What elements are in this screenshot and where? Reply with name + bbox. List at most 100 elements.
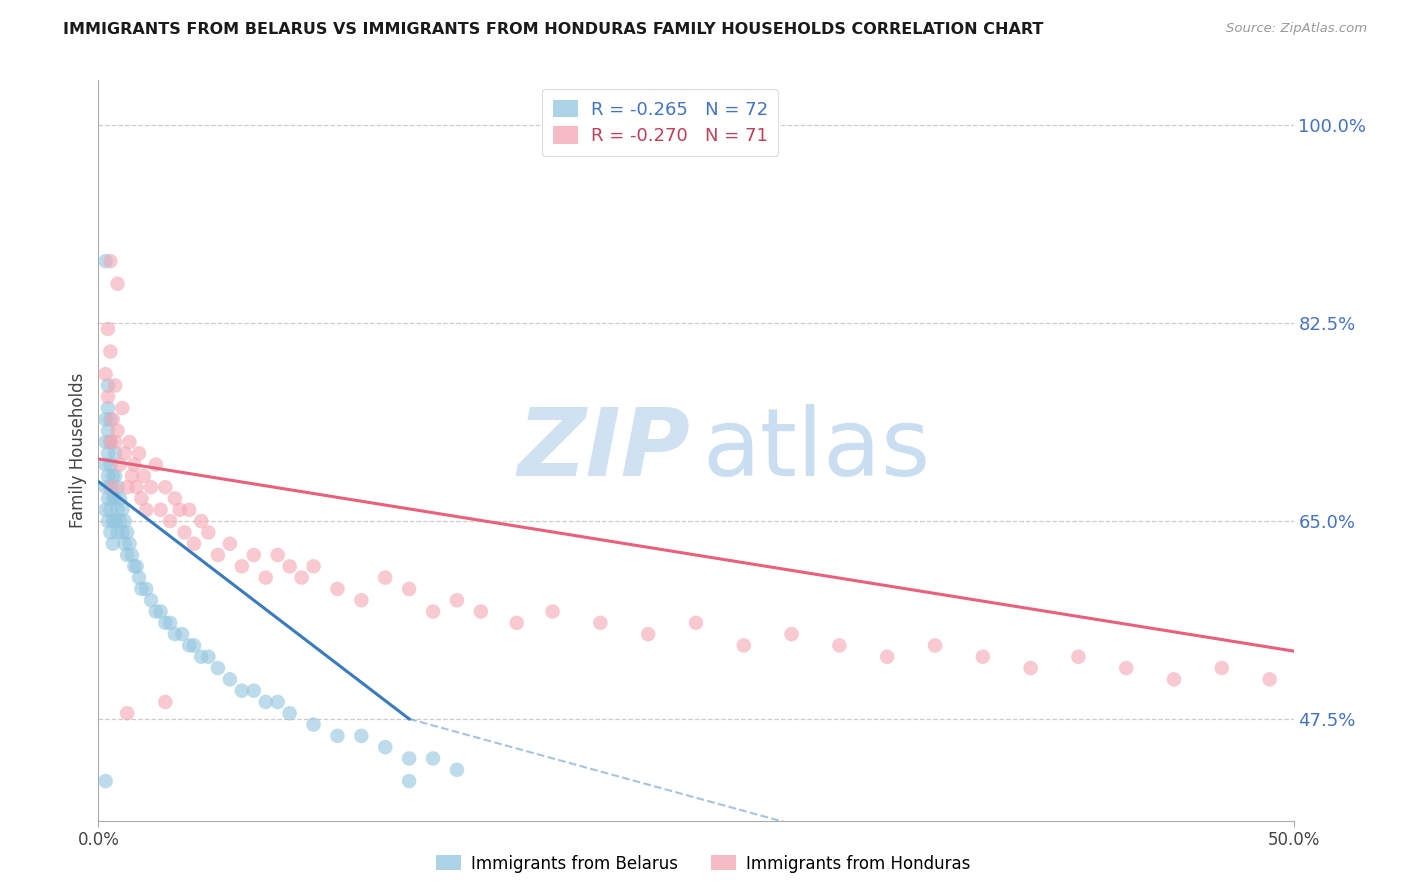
Point — [114, 514, 136, 528]
Point — [1019, 661, 1042, 675]
Point — [107, 424, 129, 438]
Point — [139, 593, 162, 607]
Point — [172, 627, 194, 641]
Point — [111, 401, 134, 415]
Point — [267, 695, 290, 709]
Point — [115, 525, 138, 540]
Point — [197, 649, 219, 664]
Point — [131, 582, 153, 596]
Point — [98, 480, 122, 494]
Point — [149, 605, 172, 619]
Point — [125, 559, 148, 574]
Point — [104, 434, 127, 449]
Point — [101, 514, 124, 528]
Point — [243, 683, 266, 698]
Point — [267, 548, 290, 562]
Point — [111, 503, 134, 517]
Point — [108, 514, 131, 528]
Point — [780, 627, 803, 641]
Point — [107, 525, 129, 540]
Point — [104, 514, 127, 528]
Point — [98, 458, 122, 472]
Point — [97, 514, 120, 528]
Point — [446, 763, 468, 777]
Point — [115, 480, 138, 494]
Point — [115, 548, 138, 562]
Point — [179, 503, 201, 517]
Point — [374, 571, 396, 585]
Point — [107, 503, 129, 517]
Point — [98, 412, 122, 426]
Point — [98, 434, 122, 449]
Point — [398, 582, 420, 596]
Point — [155, 695, 177, 709]
Point — [972, 649, 994, 664]
Point — [101, 491, 124, 506]
Point — [155, 480, 177, 494]
Point — [104, 491, 127, 506]
Point — [132, 469, 155, 483]
Point — [98, 525, 122, 540]
Point — [169, 503, 191, 517]
Point — [97, 446, 120, 460]
Point — [231, 559, 253, 574]
Point — [94, 774, 117, 789]
Point — [145, 458, 167, 472]
Point — [589, 615, 612, 630]
Point — [207, 548, 229, 562]
Point — [115, 706, 138, 721]
Point — [159, 514, 181, 528]
Point — [219, 537, 242, 551]
Point — [101, 469, 124, 483]
Point — [108, 491, 131, 506]
Point — [98, 503, 122, 517]
Point — [128, 571, 150, 585]
Point — [135, 503, 157, 517]
Point — [139, 480, 162, 494]
Point — [163, 627, 186, 641]
Y-axis label: Family Households: Family Households — [69, 373, 87, 528]
Point — [876, 649, 898, 664]
Point — [155, 615, 177, 630]
Point — [104, 446, 127, 460]
Point — [98, 344, 122, 359]
Point — [97, 469, 120, 483]
Point — [125, 480, 148, 494]
Point — [398, 751, 420, 765]
Text: ZIP: ZIP — [517, 404, 690, 497]
Text: atlas: atlas — [702, 404, 931, 497]
Point — [541, 605, 564, 619]
Legend: Immigrants from Belarus, Immigrants from Honduras: Immigrants from Belarus, Immigrants from… — [429, 848, 977, 880]
Point — [190, 649, 212, 664]
Point — [1211, 661, 1233, 675]
Point — [124, 559, 146, 574]
Point — [374, 740, 396, 755]
Point — [104, 378, 127, 392]
Point — [637, 627, 659, 641]
Point — [104, 469, 127, 483]
Point — [108, 458, 131, 472]
Point — [149, 503, 172, 517]
Point — [506, 615, 529, 630]
Point — [828, 639, 851, 653]
Point — [326, 582, 349, 596]
Point — [94, 412, 117, 426]
Point — [97, 322, 120, 336]
Point — [135, 582, 157, 596]
Point — [278, 559, 301, 574]
Point — [179, 639, 201, 653]
Point — [219, 673, 242, 687]
Point — [94, 480, 117, 494]
Point — [101, 537, 124, 551]
Point — [114, 446, 136, 460]
Point — [97, 424, 120, 438]
Point — [446, 593, 468, 607]
Point — [1067, 649, 1090, 664]
Point — [685, 615, 707, 630]
Point — [107, 480, 129, 494]
Point — [131, 491, 153, 506]
Point — [243, 548, 266, 562]
Point — [97, 390, 120, 404]
Point — [145, 605, 167, 619]
Point — [94, 367, 117, 381]
